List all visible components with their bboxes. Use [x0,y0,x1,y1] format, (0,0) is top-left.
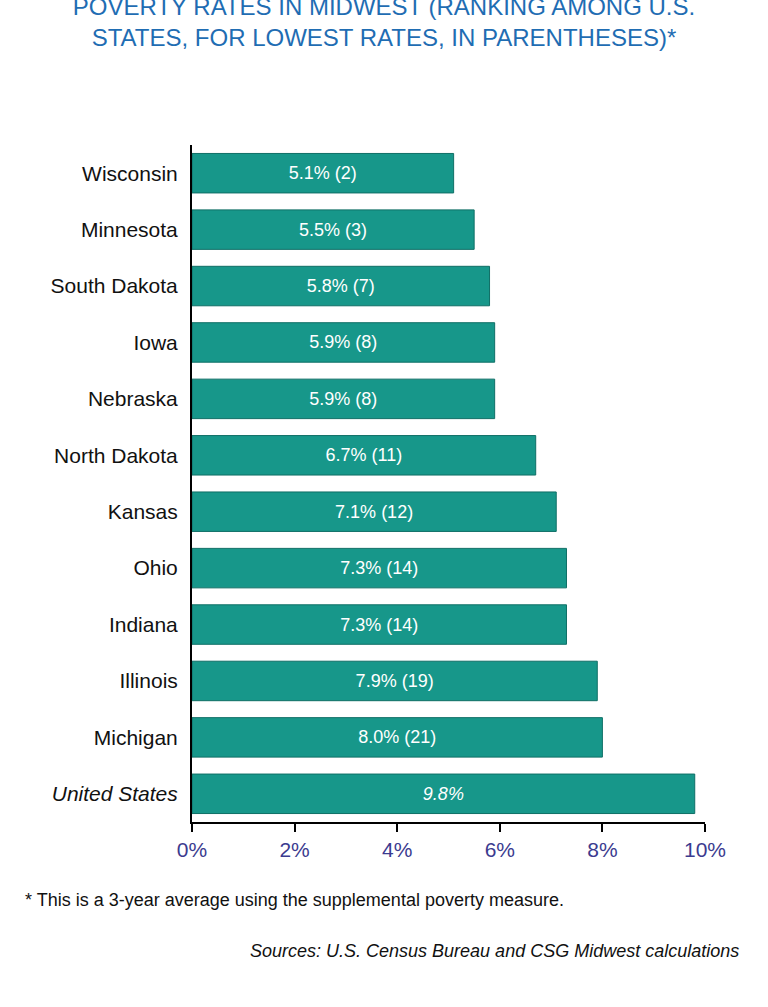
svg-text:Ohio: Ohio [133,556,177,579]
svg-text:0%: 0% [177,838,207,861]
svg-text:* This is a 3-year average usi: * This is a 3-year average using the sup… [25,890,564,910]
svg-text:Minnesota: Minnesota [81,218,178,241]
svg-text:United States: United States [52,782,179,805]
svg-text:Wisconsin: Wisconsin [82,162,178,185]
svg-text:Illinois: Illinois [119,669,177,692]
svg-text:5.8% (7): 5.8% (7) [307,276,375,296]
svg-text:7.3% (14): 7.3% (14) [340,615,418,635]
svg-text:8%: 8% [587,838,617,861]
svg-text:Sources: U.S. Census Bureau an: Sources: U.S. Census Bureau and CSG Midw… [250,941,739,961]
svg-text:7.3% (14): 7.3% (14) [340,558,418,578]
svg-text:Indiana: Indiana [109,613,178,636]
svg-text:Nebraska: Nebraska [88,387,178,410]
svg-text:South Dakota: South Dakota [51,274,179,297]
svg-text:Kansas: Kansas [108,500,178,523]
svg-text:7.1% (12): 7.1% (12) [335,502,413,522]
svg-text:POVERTY RATES IN MIDWEST (RANK: POVERTY RATES IN MIDWEST (RANKING AMONG … [73,0,695,51]
svg-text:Iowa: Iowa [133,331,178,354]
svg-text:5.1% (2): 5.1% (2) [289,163,357,183]
svg-text:2%: 2% [279,838,309,861]
svg-text:5.9% (8): 5.9% (8) [309,332,377,352]
svg-text:North Dakota: North Dakota [54,444,178,467]
svg-text:5.5% (3): 5.5% (3) [299,220,367,240]
svg-text:9.8%: 9.8% [423,784,464,804]
svg-text:8.0% (21): 8.0% (21) [358,727,436,747]
svg-text:10%: 10% [684,838,726,861]
svg-text:6.7% (11): 6.7% (11) [326,445,403,465]
svg-text:Michigan: Michigan [94,726,178,749]
svg-text:6%: 6% [485,838,515,861]
svg-text:4%: 4% [382,838,412,861]
svg-text:7.9% (19): 7.9% (19) [356,671,434,691]
svg-text:5.9% (8): 5.9% (8) [309,389,377,409]
